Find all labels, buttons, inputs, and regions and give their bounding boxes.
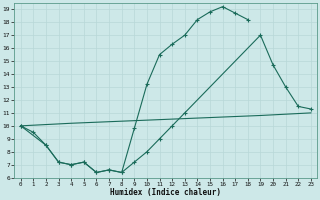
X-axis label: Humidex (Indice chaleur): Humidex (Indice chaleur) xyxy=(110,188,221,197)
